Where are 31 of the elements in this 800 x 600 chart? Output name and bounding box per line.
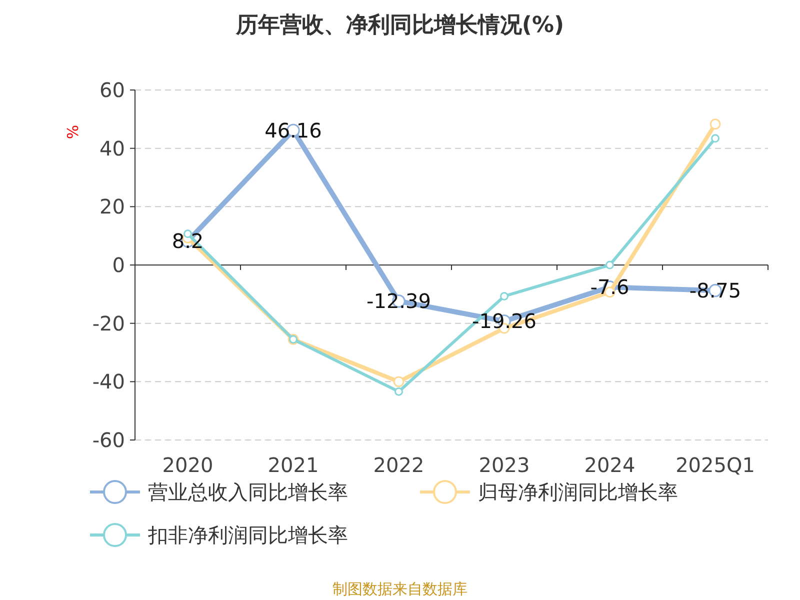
data-label: -8.75: [689, 278, 742, 303]
point: [393, 376, 404, 388]
legend-label: 营业总收入同比增长率: [148, 480, 348, 504]
x-tick-label: 2024: [584, 453, 636, 477]
y-tick-label: -20: [92, 311, 125, 336]
x-tick-label: 2023: [478, 453, 530, 477]
data-label: -19.26: [472, 309, 536, 334]
y-tick-label: -40: [92, 370, 125, 394]
data-label: -12.39: [366, 289, 431, 314]
y-axis-title: %: [64, 124, 82, 140]
point: [394, 387, 403, 396]
y-tick-label: 0: [112, 253, 125, 277]
data-label: 46.16: [264, 118, 322, 142]
point: [711, 134, 720, 143]
y-tick-label: 40: [100, 136, 125, 160]
point: [710, 118, 721, 130]
point: [500, 292, 508, 300]
x-tick-label: 2021: [268, 453, 319, 477]
chart-title: 历年营收、净利同比增长情况(%): [234, 13, 564, 38]
y-tick-label: 20: [100, 194, 125, 219]
y-tick-label: -60: [92, 428, 125, 452]
legend-label: 归母净利润同比增长率: [478, 480, 678, 504]
y-tick-label: 60: [100, 78, 125, 102]
data-label: 8.2: [172, 229, 204, 254]
x-tick-label: 2020: [162, 453, 214, 477]
x-tick-label: 2022: [373, 453, 424, 477]
x-tick-label: 2025Q1: [676, 453, 755, 477]
legend-label: 扣非净利润同比增长率: [147, 523, 348, 547]
data-label: -7.6: [590, 275, 630, 300]
point: [606, 260, 614, 270]
text: 制图数据来自数据库: [332, 580, 468, 598]
